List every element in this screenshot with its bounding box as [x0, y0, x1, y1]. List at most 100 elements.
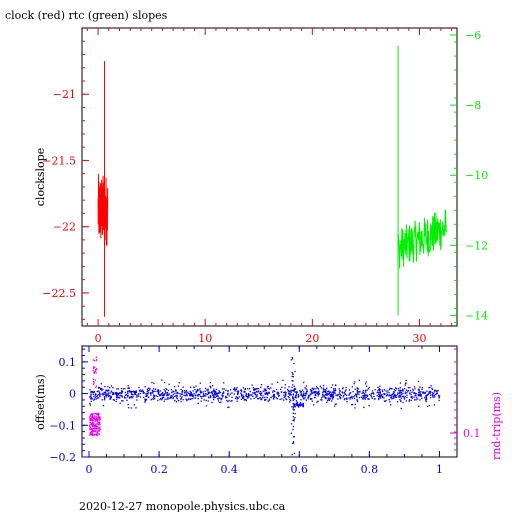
offset-point [329, 391, 332, 393]
offset-point [218, 391, 221, 393]
offset-point [155, 395, 157, 397]
offset-point [197, 393, 199, 395]
offset-point [227, 401, 229, 403]
offset-point [314, 392, 316, 394]
rnd-trip-point [92, 420, 94, 422]
offset-point [168, 393, 170, 395]
offset-point [95, 398, 97, 400]
rnd-trip-point [94, 418, 97, 421]
offset-point [215, 394, 217, 396]
offset-point [149, 387, 151, 390]
offset-point [430, 385, 432, 387]
offset-point [120, 387, 122, 390]
offset-point [130, 393, 133, 395]
rnd-trip-outlier-point [95, 369, 97, 371]
offset-cluster-point [302, 403, 304, 405]
offset-point [324, 390, 326, 392]
offset-point [306, 391, 308, 393]
rnd-trip-outlier-point [92, 378, 95, 380]
offset-point [285, 392, 287, 394]
offset-point [175, 390, 177, 392]
rnd-trip-point [89, 426, 91, 428]
offset-point [204, 390, 206, 392]
offset-cluster-point [294, 404, 296, 406]
offset-point [233, 388, 235, 390]
offset-point [430, 394, 432, 396]
rnd-trip-point [93, 433, 95, 436]
offset-point [247, 397, 249, 399]
offset-point [132, 396, 134, 398]
rnd-trip-point [91, 433, 93, 436]
offset-point [294, 391, 296, 393]
top-left-y-axis: −21 −21.5 −22 −22.5 [42, 40, 89, 320]
offset-point [432, 392, 434, 394]
offset-point [271, 383, 273, 385]
offset-point [306, 390, 308, 393]
offset-point [395, 396, 397, 399]
offset-point [425, 401, 427, 403]
offset-point [205, 395, 207, 397]
offset-point [253, 388, 256, 390]
offset-point [428, 386, 430, 389]
offset-point [391, 388, 393, 390]
rnd-trip-outlier-point [95, 356, 98, 358]
offset-point [176, 397, 178, 399]
offset-point [345, 386, 347, 389]
offset-cluster-point [298, 403, 300, 405]
offset-point [404, 384, 406, 386]
offset-point [243, 391, 245, 393]
offset-point [365, 383, 367, 385]
offset-point [392, 395, 394, 397]
offset-point [366, 394, 369, 396]
offset-point [175, 401, 177, 403]
bottom-x-axis: 0 0.2 0.4 0.6 0.8 1 [86, 346, 443, 476]
offset-outlier-point [293, 452, 296, 454]
offset-cluster-point [297, 405, 300, 407]
offset-point [334, 389, 337, 391]
offset-point [406, 392, 408, 394]
offset-point [316, 392, 318, 394]
offset-point [290, 389, 292, 391]
offset-point [338, 394, 340, 396]
offset-point [163, 395, 165, 397]
offset-point [161, 398, 163, 400]
offset-point [326, 391, 329, 393]
rnd-trip-point [99, 424, 101, 426]
offset-point [410, 399, 412, 401]
offset-point [333, 390, 336, 392]
y-tick-label: 0 [69, 388, 76, 401]
offset-point [421, 397, 423, 399]
offset-point [258, 391, 260, 393]
rnd-trip-point [93, 418, 96, 420]
offset-point [399, 389, 402, 391]
offset-point [352, 391, 354, 393]
offset-point [418, 405, 420, 407]
offset-point [379, 396, 382, 398]
offset-point [207, 391, 209, 393]
offset-point [381, 393, 383, 396]
rnd-trip-point [90, 431, 93, 433]
offset-point [93, 395, 95, 398]
offset-point [290, 399, 292, 402]
offset-point [315, 386, 318, 388]
offset-point [417, 380, 420, 383]
offset-point [339, 396, 341, 398]
offset-point [288, 396, 290, 399]
offset-point [342, 387, 344, 389]
offset-point [133, 404, 135, 406]
offset-point [214, 396, 216, 398]
offset-point [189, 395, 191, 397]
offset-point [390, 388, 392, 390]
offset-point [262, 395, 264, 397]
offset-point [357, 388, 360, 390]
rnd-trip-point [97, 422, 99, 424]
offset-point [260, 394, 262, 397]
offset-point [240, 392, 242, 394]
offset-point [176, 398, 178, 400]
rnd-trip-point [91, 433, 94, 435]
offset-point [152, 392, 154, 394]
offset-point [185, 390, 187, 393]
offset-point [107, 394, 109, 396]
offset-point [163, 393, 165, 396]
offset-point [254, 393, 256, 395]
